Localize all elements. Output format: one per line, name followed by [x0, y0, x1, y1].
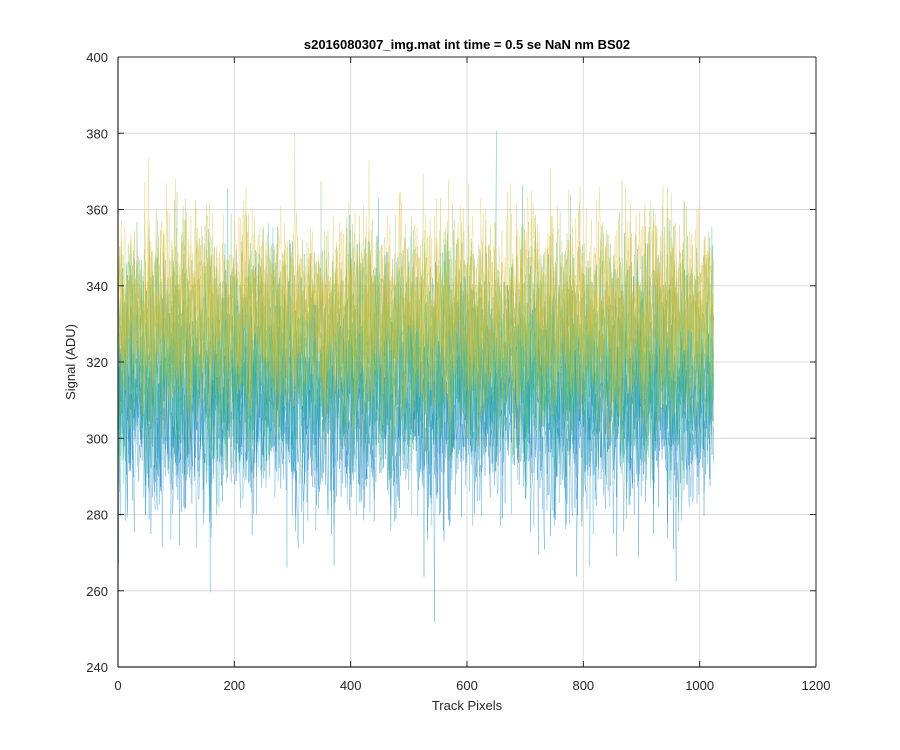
axes [117, 56, 817, 668]
y-tick-label: 380 [86, 126, 108, 141]
y-tick-label: 340 [86, 279, 108, 294]
tick-labels: 0 200 400 600 800 1000 1200 240 260 280 300 320 340 3… [86, 50, 830, 693]
y-tick-label: 280 [86, 508, 108, 523]
y-tick-label: 400 [86, 50, 108, 65]
x-tick-label: 400 [340, 678, 362, 693]
y-tick-label: 240 [86, 660, 108, 675]
x-tick-label: 1200 [802, 678, 831, 693]
x-tick-label: 600 [456, 678, 478, 693]
x-tick-label: 0 [114, 678, 121, 693]
x-tick-label: 1000 [685, 678, 714, 693]
x-tick-label: 200 [223, 678, 245, 693]
chart-title: s2016080307_img.mat int time = 0.5 se Na… [304, 37, 630, 52]
series-line [118, 179, 714, 457]
y-tick-label: 320 [86, 355, 108, 370]
x-tick-label: 800 [572, 678, 594, 693]
y-tick-label: 260 [86, 584, 108, 599]
x-axis-label: Track Pixels [432, 698, 503, 713]
series-line [118, 200, 714, 463]
y-tick-label: 360 [86, 203, 108, 218]
series-group [118, 130, 714, 623]
y-axis-label: Signal (ADU) [63, 324, 78, 400]
y-tick-label: 300 [86, 431, 108, 446]
